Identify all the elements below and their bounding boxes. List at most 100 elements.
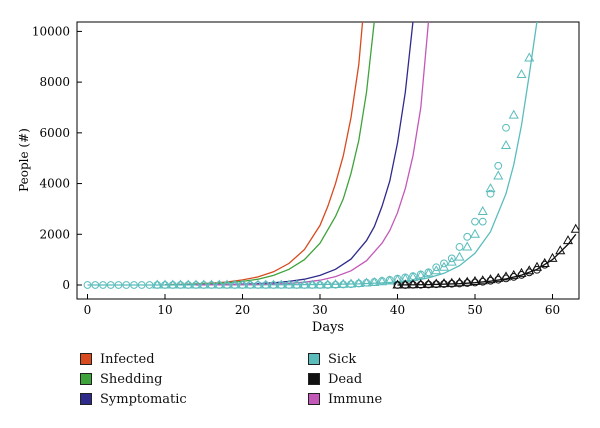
data-point-triangle bbox=[260, 279, 271, 289]
series-7-triangle bbox=[152, 52, 535, 289]
data-point-triangle bbox=[237, 279, 248, 289]
data-point-triangle bbox=[524, 52, 535, 62]
legend-item-infected: Infected bbox=[80, 351, 155, 367]
y-tick-label: 2000 bbox=[39, 227, 70, 241]
series-line-shedding bbox=[164, 22, 375, 286]
data-point-triangle bbox=[229, 279, 240, 289]
y-axis-label: People (#) bbox=[17, 128, 31, 192]
data-point-triangle bbox=[438, 261, 450, 271]
data-point-triangle bbox=[221, 279, 233, 289]
x-tick-label: 60 bbox=[545, 303, 560, 317]
data-point-triangle bbox=[485, 183, 496, 193]
data-point-triangle bbox=[214, 279, 225, 289]
data-point-triangle bbox=[462, 241, 473, 251]
series-line-infected bbox=[164, 22, 364, 286]
data-point-triangle bbox=[392, 279, 403, 289]
legend-label: Symptomatic bbox=[100, 391, 187, 407]
data-point-circle bbox=[114, 281, 123, 289]
data-point-triangle bbox=[477, 205, 488, 215]
data-point-triangle bbox=[299, 279, 310, 289]
legend-swatch bbox=[80, 373, 92, 385]
data-point-circle bbox=[331, 280, 340, 289]
data-point-circle bbox=[99, 281, 107, 289]
series-0-line bbox=[164, 22, 364, 286]
data-point-triangle bbox=[469, 228, 481, 238]
data-point-triangle bbox=[431, 265, 442, 275]
data-point-triangle bbox=[493, 170, 504, 180]
series-5-line bbox=[195, 22, 430, 286]
data-point-circle bbox=[440, 280, 448, 288]
data-point-triangle bbox=[167, 279, 178, 289]
data-point-triangle bbox=[245, 279, 256, 289]
series-2-line bbox=[180, 22, 414, 286]
data-point-triangle bbox=[485, 274, 496, 284]
data-point-circle bbox=[122, 281, 131, 289]
x-tick-label: 30 bbox=[312, 303, 327, 317]
legend-swatch bbox=[308, 373, 320, 385]
data-point-circle bbox=[447, 279, 456, 288]
data-point-triangle bbox=[361, 277, 372, 287]
data-point-circle bbox=[424, 280, 433, 289]
data-point-triangle bbox=[338, 278, 349, 288]
y-tick-label: 0 bbox=[62, 278, 70, 292]
legend-swatch bbox=[308, 393, 320, 405]
data-point-circle bbox=[401, 281, 410, 289]
data-point-circle bbox=[145, 281, 154, 289]
data-point-triangle bbox=[508, 109, 519, 119]
data-point-circle bbox=[432, 263, 441, 272]
data-point-triangle bbox=[183, 279, 194, 289]
data-point-triangle bbox=[152, 279, 163, 289]
data-point-triangle bbox=[322, 279, 333, 289]
y-tick-label: 4000 bbox=[39, 177, 70, 191]
data-point-triangle bbox=[438, 278, 450, 288]
plot-frame bbox=[76, 21, 580, 300]
data-point-triangle bbox=[376, 276, 388, 286]
legend-label: Immune bbox=[328, 391, 383, 407]
data-point-triangle bbox=[407, 279, 419, 289]
data-point-circle bbox=[137, 281, 146, 289]
data-point-circle bbox=[323, 281, 332, 289]
data-point-triangle bbox=[531, 261, 543, 271]
data-point-circle bbox=[106, 281, 115, 289]
data-point-triangle bbox=[353, 277, 364, 287]
data-point-circle bbox=[447, 254, 456, 263]
legend-item-symptomatic: Symptomatic bbox=[80, 391, 187, 407]
data-point-triangle bbox=[562, 235, 574, 245]
series-line-symptomatic bbox=[180, 22, 414, 286]
data-point-triangle bbox=[276, 279, 287, 289]
data-point-triangle bbox=[190, 279, 202, 289]
data-point-triangle bbox=[539, 257, 550, 267]
legend-item-dead: Dead bbox=[308, 371, 362, 387]
data-point-triangle bbox=[454, 277, 465, 287]
data-point-circle bbox=[83, 281, 92, 289]
data-point-triangle bbox=[314, 279, 326, 289]
data-point-triangle bbox=[446, 277, 457, 287]
x-tick-label: 40 bbox=[390, 303, 405, 317]
data-point-triangle bbox=[477, 275, 488, 285]
data-point-triangle bbox=[252, 279, 264, 289]
data-point-circle bbox=[130, 281, 138, 289]
data-point-triangle bbox=[516, 267, 527, 277]
data-point-triangle bbox=[500, 271, 512, 281]
data-point-triangle bbox=[508, 269, 519, 279]
data-point-triangle bbox=[369, 276, 380, 286]
data-point-triangle bbox=[462, 276, 473, 286]
x-tick-label: 50 bbox=[467, 303, 482, 317]
data-point-triangle bbox=[175, 279, 186, 289]
data-point-triangle bbox=[384, 275, 395, 285]
data-point-circle bbox=[478, 217, 487, 226]
legend-label: Shedding bbox=[100, 371, 163, 387]
data-point-circle bbox=[432, 280, 441, 289]
legend-item-immune: Immune bbox=[308, 391, 382, 407]
x-axis-label: Days bbox=[312, 320, 344, 335]
data-point-triangle bbox=[307, 279, 318, 289]
x-tick-label: 0 bbox=[84, 303, 92, 317]
data-point-triangle bbox=[524, 265, 535, 275]
y-tick-label: 6000 bbox=[39, 126, 70, 140]
legend-swatch bbox=[80, 393, 92, 405]
data-point-triangle bbox=[415, 270, 426, 280]
data-point-circle bbox=[486, 189, 495, 198]
data-point-triangle bbox=[198, 279, 209, 289]
data-point-triangle bbox=[555, 245, 566, 255]
data-point-circle bbox=[440, 259, 448, 268]
